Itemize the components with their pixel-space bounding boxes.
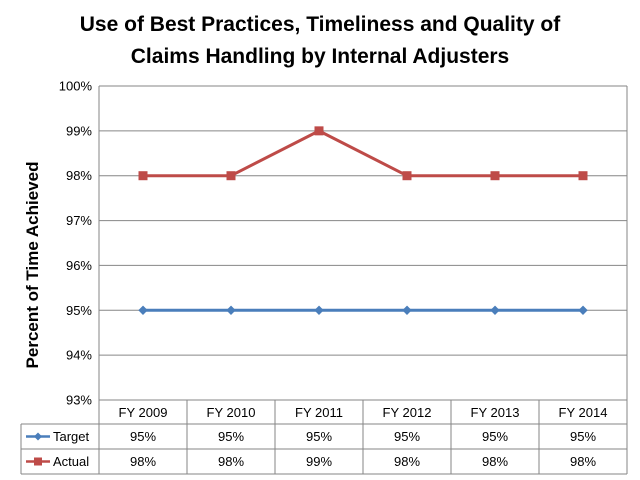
y-tick-label: 94%: [66, 348, 92, 363]
data-point: [578, 171, 588, 181]
x-tick-label: FY 2009: [119, 405, 168, 420]
data-point: [226, 171, 236, 181]
y-axis-label: Percent of Time Achieved: [23, 162, 42, 369]
data-point: [314, 305, 324, 315]
series-layer: [138, 126, 588, 315]
data-point: [402, 305, 412, 315]
data-point: [490, 305, 500, 315]
legend-label-actual: Actual: [53, 454, 89, 469]
y-tick-label: 100%: [59, 79, 93, 94]
table-value: 95%: [482, 429, 508, 444]
y-tick-label: 96%: [66, 258, 92, 273]
chart-title-line-2: Claims Handling by Internal Adjusters: [131, 45, 509, 68]
x-tick-label: FY 2014: [559, 405, 608, 420]
table-value: 95%: [218, 429, 244, 444]
data-point: [138, 305, 148, 315]
table-value: 98%: [482, 454, 508, 469]
data-point: [314, 126, 324, 136]
y-tick-label: 98%: [66, 168, 92, 183]
legend-label-target: Target: [53, 429, 90, 444]
legend-marker: [34, 457, 42, 466]
x-tick-label: FY 2011: [295, 405, 343, 420]
series-line-actual: [143, 129, 583, 178]
data-point: [138, 171, 148, 181]
data-point: [578, 305, 588, 315]
table-value: 99%: [306, 454, 332, 469]
table-value: 95%: [306, 429, 332, 444]
y-tick-label: 99%: [66, 123, 92, 138]
y-tick-label: 93%: [66, 393, 92, 408]
y-tick-label: 97%: [66, 213, 92, 228]
legend-marker: [34, 432, 42, 441]
table-value: 98%: [218, 454, 244, 469]
y-axis-ticks: 93% 94% 95% 96% 97% 98% 99% 100%: [59, 79, 93, 408]
table-value: 95%: [394, 429, 420, 444]
table-value: 95%: [570, 429, 596, 444]
chart-title-line-1: Use of Best Practices, Timeliness and Qu…: [80, 13, 561, 36]
table-value: 98%: [130, 454, 156, 469]
table-value: 95%: [130, 429, 156, 444]
table-value: 98%: [570, 454, 596, 469]
data-point: [226, 305, 236, 315]
table-value: 98%: [394, 454, 420, 469]
gridlines: [98, 85, 628, 400]
data-point: [490, 171, 500, 181]
y-tick-label: 95%: [66, 303, 92, 318]
x-tick-label: FY 2012: [383, 405, 432, 420]
x-tick-label: FY 2013: [471, 405, 520, 420]
data-point: [402, 171, 412, 181]
x-tick-label: FY 2010: [207, 405, 256, 420]
data-table: FY 2009 FY 2010 FY 2011 FY 2012 FY 2013 FY 20…: [20, 399, 628, 475]
